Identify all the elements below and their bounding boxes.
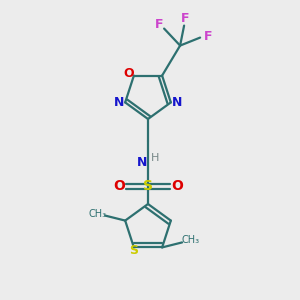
Text: N: N <box>137 155 147 169</box>
Text: O: O <box>113 179 125 193</box>
Text: F: F <box>204 30 212 43</box>
Text: F: F <box>155 18 164 31</box>
Text: CH₃: CH₃ <box>88 208 106 219</box>
Text: H: H <box>151 153 159 163</box>
Text: S: S <box>129 244 138 257</box>
Text: O: O <box>124 67 134 80</box>
Text: S: S <box>143 179 153 193</box>
Text: F: F <box>181 12 189 25</box>
Text: CH₃: CH₃ <box>181 236 199 245</box>
Text: O: O <box>171 179 183 193</box>
Text: N: N <box>172 96 182 109</box>
Text: N: N <box>114 96 124 109</box>
